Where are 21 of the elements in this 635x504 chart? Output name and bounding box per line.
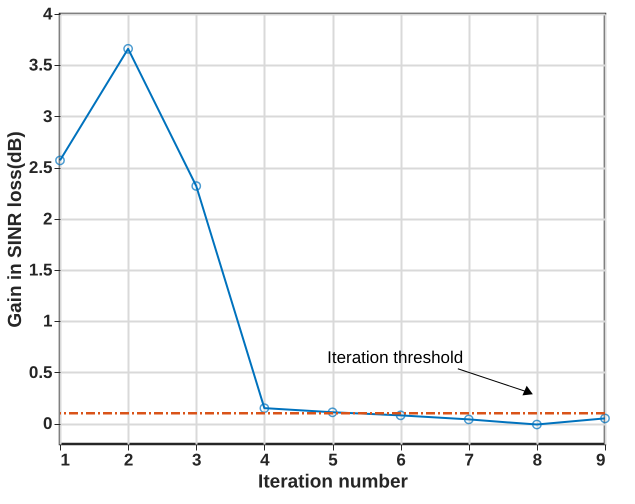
ref-line-label: Iteration threshold [327,348,464,367]
y-tick-label: 3 [43,106,52,126]
x-tick-label: 9 [596,450,606,470]
y-tick-label: 2 [43,209,52,228]
y-tick-label: 1.5 [28,260,52,280]
x-tick-label: 5 [328,450,338,470]
y-tick-label: 1 [43,312,52,331]
y-axis-title: Gain in SINR loss(dB) [4,131,26,328]
y-tick-label: 0.5 [28,362,52,382]
y-tick-label: 0 [43,414,52,434]
y-tick-label: 2.5 [28,158,52,178]
x-tick-label: 4 [260,450,270,470]
x-tick-label: 3 [192,450,202,470]
x-tick-label: 2 [124,450,134,470]
x-tick-label: 6 [396,450,406,470]
x-tick-label: 1 [60,450,70,470]
y-tick-label: 4 [43,4,54,24]
x-axis-title: Iteration number [258,472,409,492]
x-tick-label: 7 [464,450,474,470]
x-tick-label: 8 [532,450,542,470]
y-tick-label: 3.5 [28,56,52,75]
